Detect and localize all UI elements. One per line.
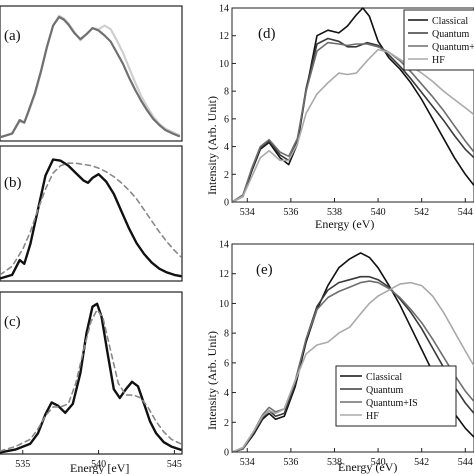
series-line-2 [0, 162, 182, 276]
panel-e: (e) 534 536 538 540 542 544 0 2 4 6 8 10 12 14 Energy… [205, 240, 474, 474]
series-line-4 [231, 281, 474, 453]
series-line-3 [231, 41, 474, 203]
series-line-2 [0, 308, 182, 452]
x-tick-label: 536 [283, 457, 298, 468]
panel-a-lines [0, 14, 181, 139]
legend-label-quantum-is: Quantum+IS [432, 42, 474, 53]
x-tick-label: 536 [283, 207, 298, 218]
panel-c-xlabel: Energy [eV] [70, 461, 129, 474]
x-tick-label: 535 [15, 459, 30, 470]
panel-e-ticks: 534 536 538 540 542 544 0 2 4 6 8 10 12 14 [219, 240, 473, 469]
panel-d-ylabel: Intensity (Arb. Unit) [205, 96, 219, 195]
x-tick-label: 542 [414, 207, 429, 218]
legend-label-quantum-is: Quantum+IS [366, 398, 418, 409]
panel-c-ticks: 535 540 545 [15, 450, 182, 470]
panel-b-label: (b) [4, 175, 22, 191]
y-tick-label: 2 [224, 418, 229, 429]
x-tick-label: 540 [91, 459, 106, 470]
x-tick-label: 545 [167, 459, 182, 470]
panel-d-ticks: 534 536 538 540 542 544 0 2 4 6 8 10 12 14 [219, 4, 473, 219]
series-line-1 [0, 158, 182, 280]
x-tick-label: 534 [240, 207, 255, 218]
panel-e-label: (e) [256, 262, 273, 278]
legend-label-classical: Classical [432, 16, 468, 27]
x-tick-label: 538 [327, 207, 342, 218]
panel-e-legend: Classical Quantum Quantum+IS HF [335, 365, 457, 427]
y-tick-label: 0 [224, 198, 229, 209]
left-panels: (a) (b) (c) 535 540 545 Energy [eV] [0, 5, 183, 474]
legend-label-quantum: Quantum [366, 385, 403, 396]
panel-d-label: (d) [258, 26, 276, 42]
y-tick-label: 12 [219, 269, 229, 280]
panel-d-frame [231, 7, 474, 203]
panel-b-frame [0, 145, 183, 282]
x-tick-label: 534 [240, 457, 255, 468]
panel-c-lines [0, 302, 182, 454]
series-line-2 [0, 15, 181, 139]
legend-label-hf: HF [432, 55, 445, 66]
series-line-4 [231, 48, 474, 203]
y-tick-label: 8 [224, 87, 229, 98]
panel-e-frame [231, 243, 474, 453]
panel-e-ylabel: Intensity (Arb. Unit) [205, 331, 219, 430]
legend-label-quantum: Quantum [432, 29, 469, 40]
panel-a-frame [0, 5, 183, 142]
panel-d: (d) 534 536 538 540 542 544 0 2 4 6 8 10 12 14 Energy… [205, 4, 474, 231]
panel-c-frame [0, 291, 183, 455]
panel-b-lines [0, 158, 182, 280]
panel-a-label: (a) [4, 28, 21, 44]
y-tick-label: 0 [224, 448, 229, 459]
y-tick-label: 2 [224, 170, 229, 181]
series-line-1 [0, 302, 182, 454]
x-tick-label: 540 [371, 207, 386, 218]
y-tick-label: 6 [224, 114, 229, 125]
series-line-2 [231, 37, 474, 203]
y-tick-label: 10 [219, 299, 229, 310]
panel-e-xlabel: Energy (eV) [338, 460, 397, 474]
series-line-3 [231, 280, 474, 453]
panel-c-label: (c) [4, 314, 21, 330]
y-tick-label: 14 [219, 240, 229, 251]
y-tick-label: 12 [219, 31, 229, 42]
panel-d-xlabel: Energy (eV) [315, 217, 374, 231]
y-tick-label: 8 [224, 329, 229, 340]
y-tick-label: 14 [219, 4, 229, 15]
y-tick-label: 6 [224, 358, 229, 369]
panel-d-legend: Classical Quantum Quantum+IS HF [403, 9, 474, 71]
y-tick-label: 10 [219, 59, 229, 70]
series-line-1 [231, 7, 474, 203]
x-tick-label: 544 [458, 457, 473, 468]
panel-d-lines [231, 7, 474, 203]
x-tick-label: 544 [458, 207, 473, 218]
x-tick-label: 540 [371, 457, 386, 468]
legend-label-classical: Classical [366, 372, 402, 383]
legend-label-hf: HF [366, 411, 379, 422]
y-tick-label: 4 [224, 142, 229, 153]
y-tick-label: 4 [224, 388, 229, 399]
x-tick-label: 538 [327, 457, 342, 468]
x-tick-label: 542 [414, 457, 429, 468]
